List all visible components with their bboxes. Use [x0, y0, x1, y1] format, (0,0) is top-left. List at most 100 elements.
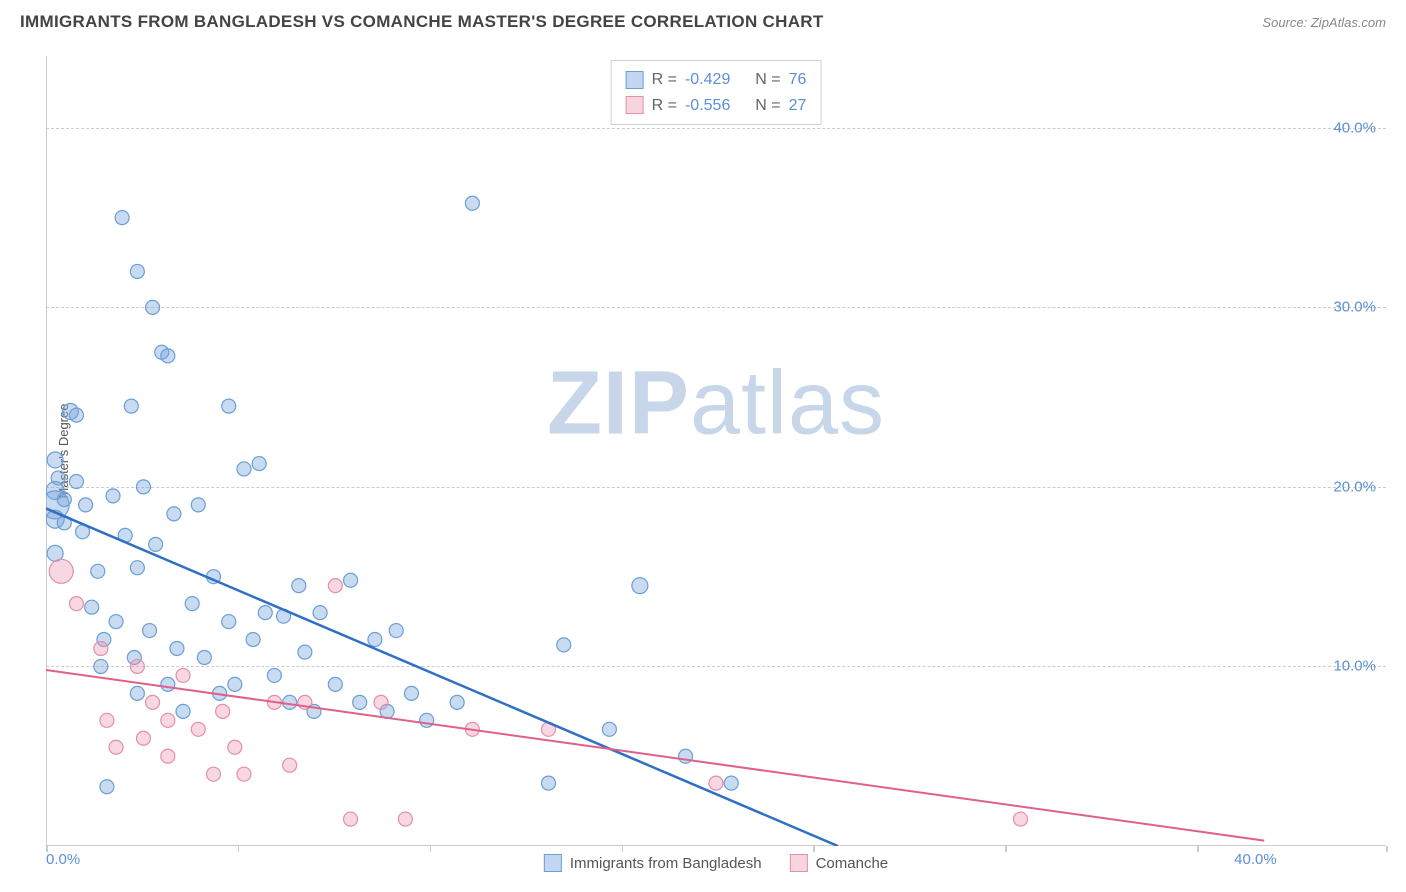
scatter-point	[124, 399, 138, 413]
scatter-point	[602, 722, 616, 736]
scatter-point	[109, 740, 123, 754]
scatter-point	[149, 537, 163, 551]
scatter-point	[222, 615, 236, 629]
scatter-point	[724, 776, 738, 790]
scatter-point	[197, 650, 211, 664]
swatch-pink-bottom	[790, 854, 808, 872]
scatter-point	[176, 668, 190, 682]
scatter-point	[130, 561, 144, 575]
scatter-point	[161, 749, 175, 763]
scatter-point	[161, 677, 175, 691]
scatter-point	[389, 624, 403, 638]
scatter-point	[420, 713, 434, 727]
scatter-point	[146, 300, 160, 314]
r-label-1: R =	[652, 93, 677, 119]
chart-title: IMMIGRANTS FROM BANGLADESH VS COMANCHE M…	[20, 12, 824, 32]
scatter-point	[161, 713, 175, 727]
scatter-point	[237, 767, 251, 781]
trendline	[46, 670, 1264, 841]
x-minor-tick	[430, 846, 432, 852]
scatter-point	[632, 578, 648, 594]
scatter-point	[252, 457, 266, 471]
scatter-point	[237, 462, 251, 476]
scatter-point	[216, 704, 230, 718]
x-minor-tick	[1005, 846, 1007, 852]
scatter-point	[57, 492, 71, 506]
legend-label-1: Comanche	[816, 855, 889, 872]
legend-row-pink: R = -0.556 N = 27	[626, 93, 807, 119]
legend-label-0: Immigrants from Bangladesh	[570, 855, 762, 872]
scatter-point	[292, 579, 306, 593]
x-tick-label: 40.0%	[1234, 851, 1277, 868]
legend-row-blue: R = -0.429 N = 76	[626, 67, 807, 93]
x-minor-tick	[1197, 846, 1199, 852]
series-legend: Immigrants from Bangladesh Comanche	[544, 854, 888, 872]
x-minor-tick	[46, 846, 48, 852]
scatter-point	[130, 264, 144, 278]
scatter-point	[465, 196, 479, 210]
scatter-point	[374, 695, 388, 709]
scatter-point	[79, 498, 93, 512]
scatter-point	[69, 597, 83, 611]
legend-item-bangladesh: Immigrants from Bangladesh	[544, 854, 762, 872]
scatter-point	[85, 600, 99, 614]
scatter-point	[283, 695, 297, 709]
scatter-point	[109, 615, 123, 629]
scatter-point	[328, 677, 342, 691]
scatter-point	[368, 633, 382, 647]
scatter-point	[106, 489, 120, 503]
r-value-0: -0.429	[685, 67, 730, 93]
scatter-point	[69, 475, 83, 489]
scatter-point	[450, 695, 464, 709]
scatter-point	[207, 767, 221, 781]
scatter-point	[298, 645, 312, 659]
scatter-point	[344, 812, 358, 826]
x-minor-tick	[813, 846, 815, 852]
scatter-point	[100, 713, 114, 727]
scatter-point	[542, 776, 556, 790]
swatch-pink	[626, 96, 644, 114]
x-minor-tick	[238, 846, 240, 852]
scatter-point	[557, 638, 571, 652]
scatter-point	[191, 722, 205, 736]
scatter-point	[130, 659, 144, 673]
scatter-point	[709, 776, 723, 790]
n-label-0: N =	[755, 67, 780, 93]
scatter-point	[283, 758, 297, 772]
r-value-1: -0.556	[685, 93, 730, 119]
n-value-1: 27	[789, 93, 807, 119]
scatter-point	[143, 624, 157, 638]
scatter-point	[115, 211, 129, 225]
scatter-point	[91, 564, 105, 578]
scatter-point	[136, 731, 150, 745]
scatter-point	[185, 597, 199, 611]
scatter-point	[49, 559, 73, 583]
scatter-svg	[46, 56, 1386, 846]
scatter-point	[313, 606, 327, 620]
scatter-point	[136, 480, 150, 494]
scatter-point	[100, 780, 114, 794]
source-label: Source:	[1262, 15, 1307, 30]
scatter-point	[69, 408, 83, 422]
scatter-point	[246, 633, 260, 647]
scatter-point	[222, 399, 236, 413]
scatter-point	[258, 606, 272, 620]
x-minor-tick	[622, 846, 624, 852]
scatter-point	[398, 812, 412, 826]
chart-header: IMMIGRANTS FROM BANGLADESH VS COMANCHE M…	[0, 0, 1406, 40]
n-value-0: 76	[789, 67, 807, 93]
scatter-point	[94, 642, 108, 656]
scatter-point	[130, 686, 144, 700]
swatch-blue	[626, 71, 644, 89]
r-label-0: R =	[652, 67, 677, 93]
scatter-point	[353, 695, 367, 709]
scatter-point	[161, 349, 175, 363]
scatter-point	[228, 740, 242, 754]
scatter-point	[344, 573, 358, 587]
n-label-1: N =	[755, 93, 780, 119]
chart-plot-area: Master's Degree ZIPatlas 10.0%20.0%30.0%…	[46, 56, 1386, 846]
scatter-point	[176, 704, 190, 718]
scatter-point	[404, 686, 418, 700]
scatter-point	[94, 659, 108, 673]
scatter-point	[191, 498, 205, 512]
